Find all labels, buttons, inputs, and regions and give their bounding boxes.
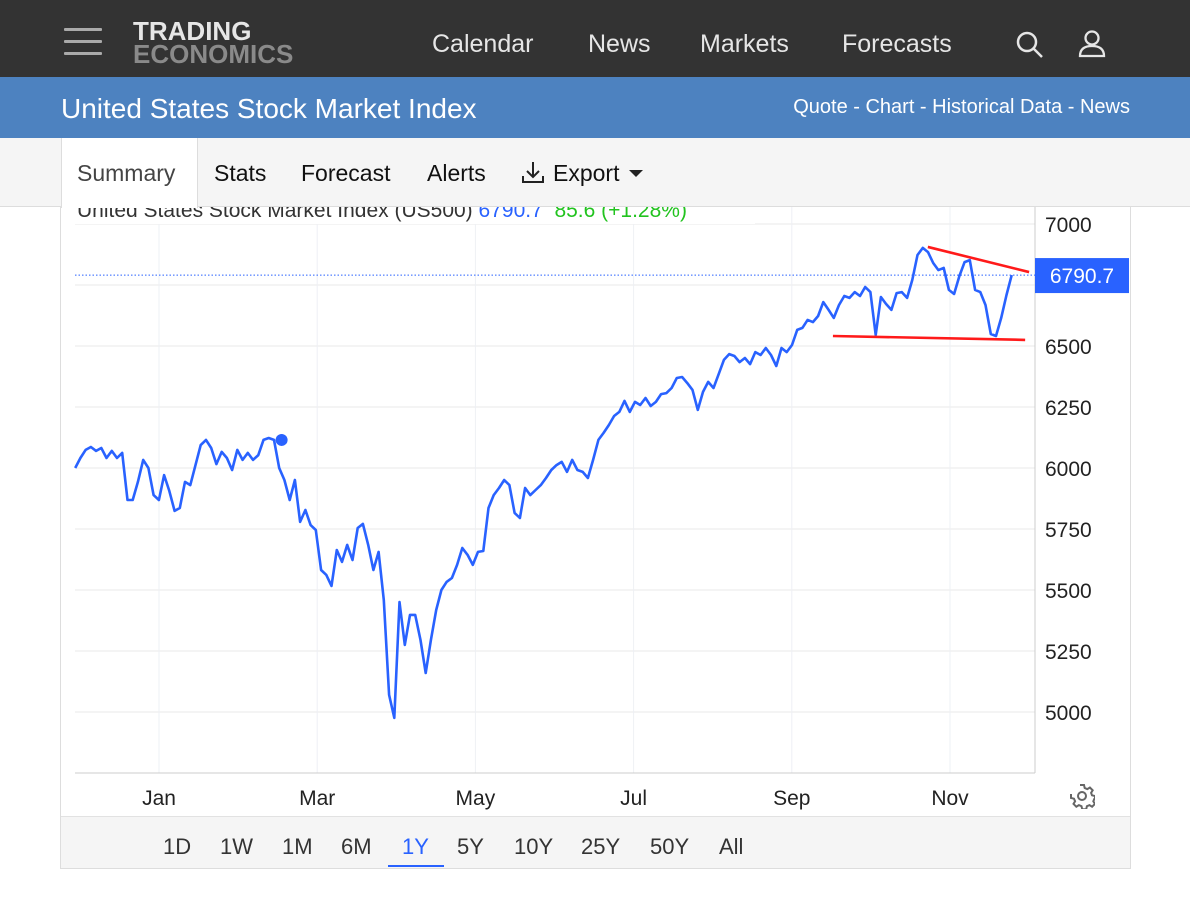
- range-5y[interactable]: 5Y: [457, 834, 484, 859]
- nav-forecasts[interactable]: Forecasts: [842, 30, 952, 58]
- tab-bar: [0, 138, 1190, 207]
- range-1w[interactable]: 1W: [220, 834, 253, 859]
- x-tick-label: Sep: [773, 787, 810, 810]
- range-1d[interactable]: 1D: [163, 834, 192, 859]
- active-range-underline: [388, 865, 444, 867]
- last-price-label: 6790.7: [1050, 265, 1114, 288]
- range-6m[interactable]: 6M: [341, 834, 372, 859]
- link-historical-data[interactable]: Historical Data: [932, 96, 1063, 118]
- chart-container: [60, 207, 1131, 869]
- x-tick-label: Mar: [299, 787, 335, 810]
- tab-forecast[interactable]: Forecast: [301, 160, 391, 186]
- range-10y[interactable]: 10Y: [514, 834, 554, 859]
- separator: -: [914, 96, 933, 118]
- last-price-badge: [1035, 258, 1129, 294]
- menu-icon[interactable]: [64, 28, 102, 56]
- top-header: TRADING ECONOMICS Calendar News Markets F…: [0, 0, 1190, 77]
- y-tick-label: 7000: [1045, 214, 1092, 237]
- separator: -: [1062, 96, 1080, 118]
- data-marker: [275, 433, 288, 446]
- user-icon[interactable]: [1078, 29, 1108, 59]
- nav-markets[interactable]: Markets: [700, 30, 789, 58]
- x-tick-label: Jul: [620, 787, 647, 810]
- link-quote[interactable]: Quote: [793, 96, 848, 118]
- search-icon[interactable]: [1015, 30, 1045, 60]
- quick-links: Quote - Chart - Historical Data - News: [793, 96, 1130, 119]
- y-tick-label: 5000: [1045, 702, 1092, 725]
- download-icon[interactable]: [520, 160, 546, 186]
- nav-news[interactable]: News: [588, 30, 651, 58]
- range-50y[interactable]: 50Y: [650, 834, 690, 859]
- range-bar: [61, 816, 1130, 868]
- gear-icon[interactable]: [1069, 783, 1095, 809]
- range-1m[interactable]: 1M: [282, 834, 313, 859]
- title-bar: [0, 77, 1190, 138]
- logo[interactable]: TRADING ECONOMICS: [133, 16, 294, 69]
- tab-alerts[interactable]: Alerts: [427, 160, 486, 186]
- trend-line: [927, 245, 1030, 274]
- price-series-line: [74, 246, 1013, 720]
- y-tick-label: 5250: [1045, 641, 1092, 664]
- link-chart[interactable]: Chart: [865, 96, 915, 118]
- page-title: United States Stock Market Index: [61, 93, 477, 124]
- x-tick-label: Jan: [142, 787, 176, 810]
- y-tick-label: 6500: [1045, 336, 1092, 359]
- caret-down-icon: [629, 170, 643, 177]
- x-tick-label: May: [456, 787, 496, 810]
- range-1y[interactable]: 1Y: [402, 834, 429, 859]
- y-tick-label: 6250: [1045, 397, 1092, 420]
- trend-line: [832, 334, 1026, 342]
- nav-calendar[interactable]: Calendar: [432, 30, 534, 58]
- separator: -: [847, 96, 866, 118]
- x-tick-label: Nov: [931, 787, 969, 810]
- y-tick-label: 5500: [1045, 580, 1092, 603]
- tab-summary[interactable]: Summary: [77, 160, 176, 186]
- tab-active-bg: [61, 138, 198, 208]
- link-news[interactable]: News: [1079, 96, 1130, 118]
- y-tick-label: 6000: [1045, 458, 1092, 481]
- range-all[interactable]: All: [719, 834, 744, 859]
- range-25y[interactable]: 25Y: [581, 834, 621, 859]
- y-tick-label: 5750: [1045, 519, 1092, 542]
- tab-export[interactable]: Export: [553, 160, 620, 186]
- tab-stats[interactable]: Stats: [214, 160, 267, 186]
